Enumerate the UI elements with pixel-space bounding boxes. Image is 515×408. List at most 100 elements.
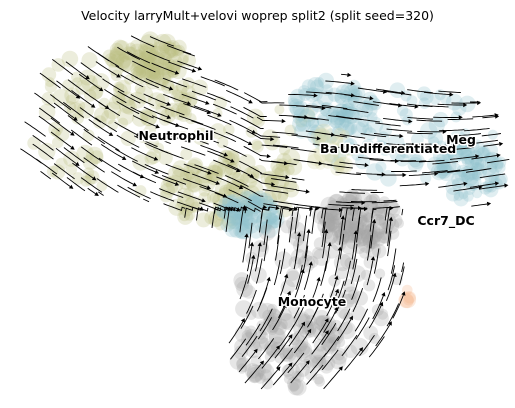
cell-point-neutrophil — [295, 115, 308, 128]
cell-point-undifferentiated — [366, 163, 384, 181]
cell-point-neutrophil — [257, 197, 268, 209]
streamline — [63, 147, 85, 164]
cell-point-neutrophil — [139, 58, 151, 70]
streamline — [273, 144, 299, 149]
cell-point-neutrophil — [142, 57, 156, 71]
cell-point-monocyte — [322, 212, 334, 225]
streamline — [481, 133, 501, 137]
streamline — [87, 187, 96, 195]
streamline-arrowhead — [334, 275, 339, 280]
streamline — [254, 245, 261, 272]
streamline-arrowhead — [381, 292, 386, 297]
cell-point-monocyte — [333, 253, 352, 272]
cell-point-undifferentiated — [450, 136, 463, 149]
streamline — [50, 94, 72, 111]
cell-point-monocyte — [236, 280, 253, 298]
cell-point-monocyte — [270, 336, 286, 352]
cell-point-undifferentiated — [241, 190, 257, 207]
streamline — [114, 121, 138, 136]
cell-point-undifferentiated — [379, 124, 392, 137]
streamline — [132, 171, 157, 184]
streamline — [168, 61, 193, 71]
cell-point-monocyte — [374, 268, 386, 279]
streamline — [325, 80, 351, 84]
cluster-label-meg: Meg — [446, 132, 476, 147]
streamline — [184, 206, 199, 218]
streamline — [387, 230, 392, 257]
cell-point-undifferentiated — [453, 190, 464, 201]
cell-point-monocyte — [290, 248, 307, 265]
cell-point-monocyte — [301, 250, 313, 262]
cell-point-neutrophil — [65, 94, 77, 105]
cell-point-neutrophil — [109, 49, 122, 61]
streamline — [207, 150, 232, 162]
streamline — [335, 171, 362, 176]
cell-point-neutrophil — [247, 181, 264, 198]
streamline-arrowhead — [340, 215, 345, 220]
cell-point-undifferentiated — [249, 195, 262, 208]
streamline-arrowhead — [449, 92, 454, 97]
cell-point-neutrophil — [164, 106, 175, 118]
streamline — [223, 206, 239, 219]
streamline-arrowhead — [288, 334, 293, 339]
cell-point-monocyte — [363, 195, 379, 210]
streamline — [242, 237, 247, 263]
streamline — [401, 262, 405, 273]
cell-point-undifferentiated — [314, 77, 325, 88]
cell-point-undifferentiated — [264, 202, 278, 216]
streamline-arrowhead — [68, 184, 74, 189]
cell-point-monocyte — [343, 207, 359, 222]
cell-point-neutrophil — [137, 43, 149, 55]
cell-points — [27, 31, 508, 396]
cell-point-undifferentiated — [480, 159, 498, 177]
streamline-arrowhead — [305, 189, 310, 194]
streamline — [178, 115, 204, 125]
streamline — [213, 159, 238, 171]
cell-point-neutrophil — [71, 172, 85, 185]
cell-point-undifferentiated — [398, 142, 414, 159]
streamline — [328, 114, 354, 120]
cell-point-monocyte — [315, 315, 327, 327]
streamline — [83, 157, 105, 173]
streamline-arrowhead — [504, 183, 509, 188]
streamline — [80, 146, 103, 162]
cell-point-monocyte — [363, 200, 378, 215]
streamline-arrowhead — [496, 153, 501, 158]
chart-title: Velocity larryMult+velovi woprep split2 … — [81, 8, 434, 23]
streamline-arrowhead — [323, 228, 329, 234]
streamline — [383, 117, 409, 122]
streamline — [387, 265, 396, 291]
cell-point-neutrophil — [109, 53, 125, 69]
cell-point-monocyte — [287, 379, 304, 396]
streamline-arrowhead — [174, 181, 180, 186]
streamline-arrowhead — [334, 288, 340, 294]
cell-point-monocyte — [322, 217, 336, 231]
streamline — [159, 149, 184, 159]
streamline-arrowhead — [235, 168, 241, 173]
cell-point-neutrophil — [171, 49, 189, 67]
cell-point-neutrophil — [231, 170, 249, 188]
streamline — [354, 308, 369, 332]
cluster-label-neutrophil: Neutrophil — [139, 128, 214, 143]
cell-point-undifferentiated — [441, 148, 454, 161]
streamline-arrowhead — [301, 321, 305, 327]
streamline — [327, 164, 353, 169]
streamline-arrowhead — [166, 101, 171, 106]
streamline — [212, 103, 237, 115]
cell-point-neutrophil — [223, 183, 235, 195]
cell-point-neutrophil — [264, 185, 282, 203]
streamline-arrowhead — [91, 176, 97, 181]
streamline — [214, 79, 239, 91]
cell-point-neutrophil — [132, 58, 147, 74]
cell-point-monocyte — [350, 337, 369, 356]
streamline — [290, 363, 308, 384]
cell-point-ba — [334, 159, 346, 171]
cell-point-monocyte — [306, 255, 319, 269]
cell-point-neutrophil — [116, 107, 135, 125]
streamline — [288, 93, 314, 96]
streamline-arrowhead — [259, 360, 264, 365]
cell-point-monocyte — [363, 325, 379, 341]
cell-point-monocyte — [265, 343, 280, 357]
cell-point-neutrophil — [246, 108, 264, 126]
cell-point-monocyte — [323, 219, 336, 232]
